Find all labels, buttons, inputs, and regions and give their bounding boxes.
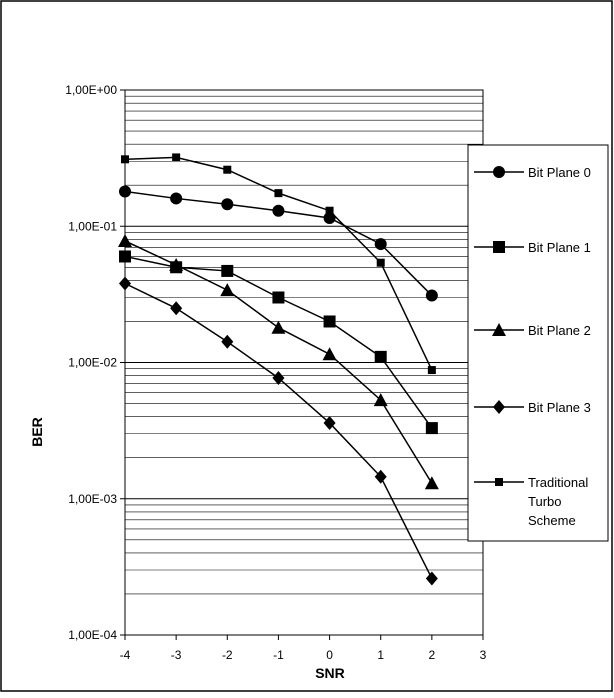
legend-label: Turbo xyxy=(528,494,561,509)
data-point xyxy=(221,198,234,211)
data-point xyxy=(425,422,438,435)
legend-marker xyxy=(493,166,505,178)
data-point xyxy=(322,347,337,361)
legend-marker xyxy=(495,478,503,486)
x-tick-label: -2 xyxy=(222,648,233,662)
legend-label: Bit Plane 3 xyxy=(528,400,591,415)
legend-item: Bit Plane 1 xyxy=(474,240,591,255)
series-4 xyxy=(121,153,436,375)
x-axis-label: SNR xyxy=(315,665,345,681)
data-point xyxy=(376,258,385,267)
axis-layer: 1,00E-04 1,00E-03 1,00E-02 1,00E-01 1,00E+00… xyxy=(65,83,486,662)
data-point xyxy=(119,250,131,263)
x-tick-label: -4 xyxy=(120,648,131,662)
data-point xyxy=(121,155,129,164)
y-tick-label: 1,00E-03 xyxy=(68,492,117,506)
y-tick-label: 1,00E-02 xyxy=(68,356,117,370)
data-point xyxy=(424,476,439,490)
legend-item: Bit Plane 2 xyxy=(474,323,591,338)
x-tick-label: 2 xyxy=(429,648,436,662)
legend-label: Bit Plane 1 xyxy=(528,240,591,255)
data-point xyxy=(427,366,436,375)
data-point xyxy=(221,264,234,277)
series-3 xyxy=(119,276,438,586)
legend-label: Bit Plane 2 xyxy=(528,323,591,338)
legend-marker xyxy=(493,241,505,253)
data-point xyxy=(220,283,235,297)
data-point xyxy=(170,301,183,316)
legend-item: Bit Plane 3 xyxy=(474,400,591,415)
data-point xyxy=(223,165,232,174)
series-0 xyxy=(119,185,438,302)
data-point xyxy=(374,350,387,363)
series-layer xyxy=(118,153,439,586)
data-point xyxy=(119,185,131,198)
legend-label: Scheme xyxy=(528,513,576,528)
legend-marker xyxy=(492,323,506,336)
data-point xyxy=(272,291,285,304)
data-point xyxy=(221,334,234,349)
data-point xyxy=(169,257,184,271)
data-point xyxy=(119,276,131,291)
legend-item: Bit Plane 0 xyxy=(474,165,591,180)
data-point xyxy=(323,211,336,224)
y-tick-label: 1,00E-04 xyxy=(68,628,117,642)
legend-marker xyxy=(493,400,505,414)
data-point xyxy=(272,370,285,385)
x-tick-label: -3 xyxy=(171,648,182,662)
y-axis-label: BER xyxy=(29,417,45,447)
x-tick-label: -1 xyxy=(273,648,284,662)
data-point xyxy=(323,415,336,430)
x-tick-label: 1 xyxy=(377,648,384,662)
legend-label: Bit Plane 0 xyxy=(528,165,591,180)
series-2 xyxy=(118,233,439,490)
data-point xyxy=(374,238,387,251)
y-tick-label: 1,00E-01 xyxy=(68,219,117,233)
x-tick-label: 0 xyxy=(326,648,333,662)
data-point xyxy=(425,289,438,302)
data-point xyxy=(325,206,334,215)
legend-item: Traditional Turbo Scheme xyxy=(474,475,588,528)
data-point xyxy=(272,204,285,217)
data-point xyxy=(373,393,388,407)
legend: Bit Plane 0 Bit Plane 1 Bit Plane 2 Bit Pla… xyxy=(467,144,609,542)
y-tick-label: 1,00E+00 xyxy=(65,83,117,97)
data-point xyxy=(118,233,132,247)
legend-label: Traditional xyxy=(528,475,588,490)
x-tick-label: 3 xyxy=(480,648,487,662)
data-point xyxy=(271,320,286,334)
data-point xyxy=(323,315,336,328)
data-point xyxy=(170,192,183,205)
data-point xyxy=(425,571,438,586)
data-point xyxy=(172,153,181,162)
legend-box xyxy=(467,144,609,542)
data-point xyxy=(274,189,283,198)
data-point xyxy=(374,469,387,484)
